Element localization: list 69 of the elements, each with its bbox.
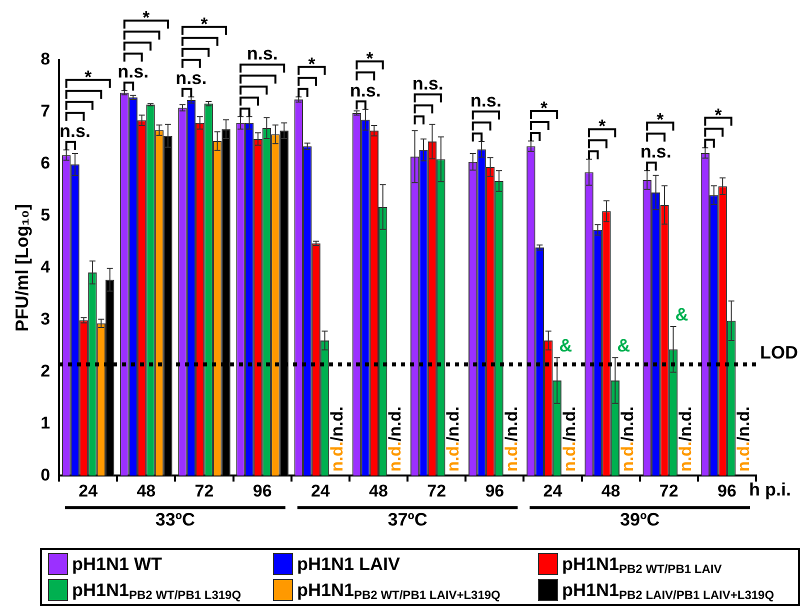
annotation: n.d. <box>676 441 695 472</box>
annotation: & <box>675 304 688 324</box>
annotation: n.d. <box>386 441 405 472</box>
annotation: /n.d. <box>676 406 695 442</box>
x-tick-label: 48 <box>136 481 156 500</box>
x-tick-label: 24 <box>310 481 330 500</box>
annotation: * <box>656 110 664 130</box>
annotation: n.s. <box>176 68 207 88</box>
y-tick-label: 5 <box>40 206 50 225</box>
ref-line-label: LOD <box>760 342 798 362</box>
y-tick-label: 4 <box>40 257 51 276</box>
annotation: /n.d. <box>734 406 754 442</box>
annotation: n.s. <box>60 120 91 141</box>
y-tick-label: 2 <box>40 361 50 380</box>
annotation: * <box>714 104 722 125</box>
y-tick-label: 7 <box>40 102 50 121</box>
annotation: n.s. <box>640 142 672 162</box>
x-tick-label: 72 <box>427 481 446 500</box>
x-tick-label: 72 <box>194 481 214 500</box>
annotation: * <box>540 98 548 118</box>
text: * <box>142 8 150 28</box>
annotation: * <box>598 116 606 136</box>
legend-label: pH1N1 LAIV <box>297 554 400 574</box>
annotation: n.s. <box>246 44 278 64</box>
y-tick-label: 6 <box>40 154 50 173</box>
legend-label: pH1N1$_{PB2 WT/PB1 LAIV+L319Q}$ <box>297 580 500 602</box>
annotation: * <box>366 48 374 68</box>
legend-label: pH1N1$_{PB2 WT/PB1 L319Q}$ <box>72 580 242 602</box>
annotation: * <box>308 54 316 74</box>
annotation: n.s. <box>118 62 149 82</box>
annotation: * <box>84 66 92 87</box>
annotation: & <box>559 336 572 356</box>
annotation: & <box>617 336 630 356</box>
annotation: n.d. <box>444 441 463 472</box>
annotation: /n.d. <box>560 406 579 442</box>
x-tick-label: 72 <box>659 481 678 500</box>
y-tick-label: 8 <box>40 50 50 69</box>
text: 39ºC <box>620 510 660 530</box>
annotation: n.s. <box>350 80 381 100</box>
annotation: n.d. <box>618 441 637 472</box>
annotation: n.d. <box>734 441 754 472</box>
text: * <box>200 14 208 34</box>
y-tick-label: 1 <box>40 413 50 432</box>
x-tick-label: 48 <box>369 481 388 500</box>
y-axis-title: PFU/ml [Log₁₀] <box>12 204 32 332</box>
y-tick-label: 3 <box>40 309 50 328</box>
legend-label: pH1N1 WT <box>72 554 162 574</box>
annotation: /n.d. <box>328 406 347 442</box>
annotation: n.d. <box>502 441 521 472</box>
x-axis-title: h p.i. <box>748 480 791 500</box>
x-tick-label: 24 <box>78 481 98 500</box>
annotation: n.d. <box>560 441 579 472</box>
x-tick-label: 96 <box>252 481 272 500</box>
annotation: /n.d. <box>444 406 463 442</box>
annotation: n.s. <box>412 73 444 94</box>
text: 33ºC <box>155 510 196 530</box>
legend-label: pH1N1$_{PB2 WT/PB1 LAIV}$ <box>562 554 722 576</box>
legend-label: pH1N1$_{PB2 LAIV/PB1 LAIV+L319Q}$ <box>562 580 774 602</box>
x-tick-label: 96 <box>718 481 736 500</box>
annotation: n.s. <box>470 90 502 111</box>
text: 37ºC <box>388 510 428 530</box>
x-tick-label: 96 <box>485 481 504 500</box>
x-tick-label: 24 <box>543 481 563 500</box>
annotation: /n.d. <box>502 406 521 442</box>
annotation: /n.d. <box>618 406 637 442</box>
y-tick-label: 0 <box>40 465 50 484</box>
annotation: /n.d. <box>386 406 405 442</box>
annotation: n.d. <box>328 441 347 472</box>
x-tick-label: 48 <box>601 481 620 500</box>
